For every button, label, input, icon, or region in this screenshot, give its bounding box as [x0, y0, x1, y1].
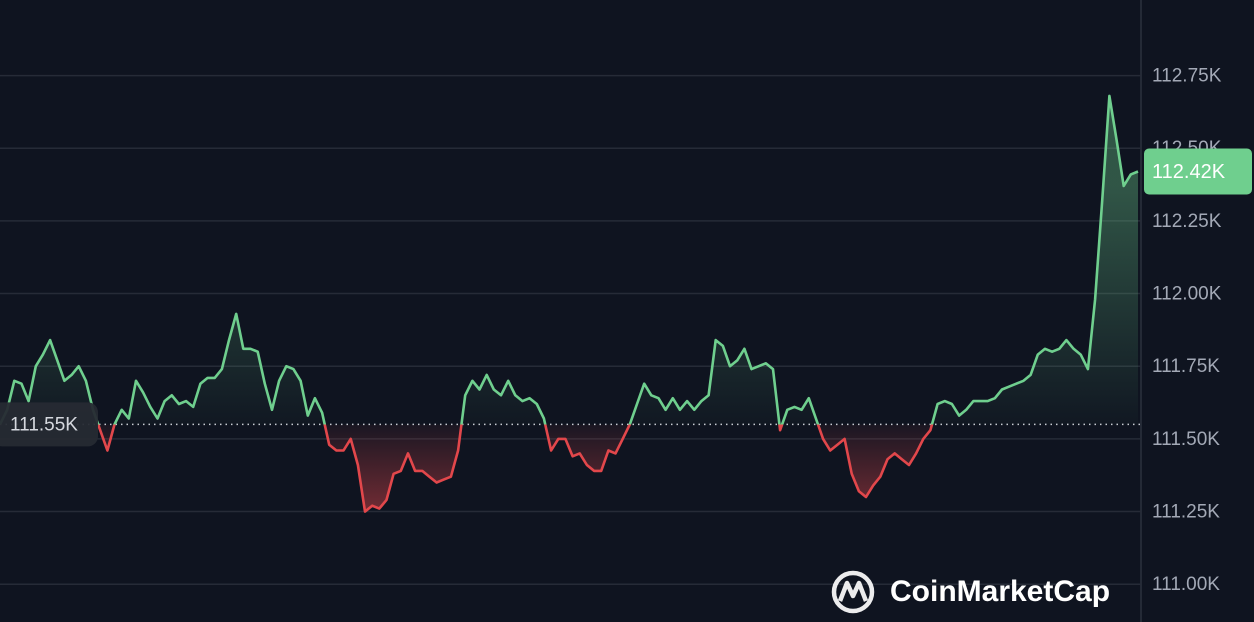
y-tick-label: 111.00K [1152, 574, 1220, 595]
price-label: 112.42K [1152, 161, 1226, 183]
y-tick-label: 112.75K [1152, 66, 1222, 87]
watermark-logo [831, 570, 875, 614]
watermark: CoinMarketCap [890, 575, 1110, 608]
y-tick-label: 111.50K [1152, 429, 1220, 450]
y-tick-label: 112.25K [1152, 211, 1222, 232]
price-label-box [1144, 148, 1252, 195]
price-line [0, 94, 1139, 513]
y-tick-label: 111.25K [1152, 502, 1220, 523]
y-tick-label: 112.00K [1152, 284, 1222, 305]
area [0, 95, 1138, 512]
y-tick-label: 111.75K [1152, 356, 1220, 377]
baseline-label: 111.55K [10, 414, 78, 435]
baseline-label-box [0, 402, 98, 447]
